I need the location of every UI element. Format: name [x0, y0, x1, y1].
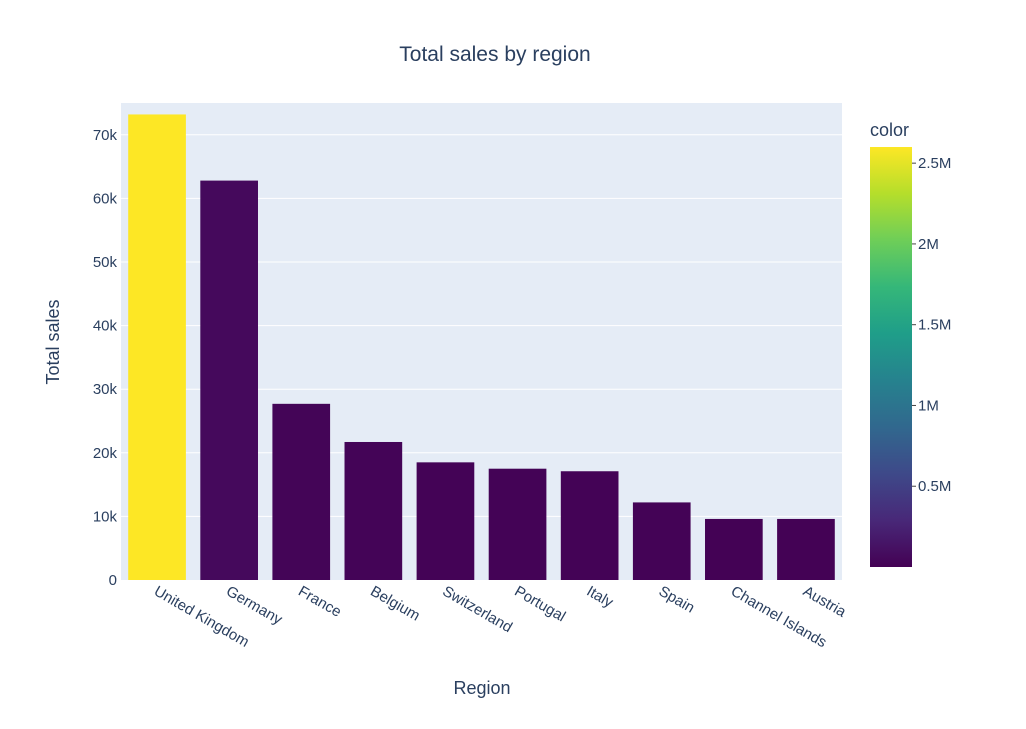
chart-title: Total sales by region — [399, 43, 590, 66]
y-tick-label: 20k — [93, 445, 118, 462]
colorbar-tick-label: 1M — [918, 397, 939, 414]
colorbar-title: color — [870, 120, 909, 140]
bar-portugal[interactable] — [488, 468, 547, 580]
y-tick-label: 60k — [93, 190, 118, 207]
x-tick-label: Portugal — [512, 583, 569, 626]
y-tick-label: 10k — [93, 508, 118, 525]
bar-italy[interactable] — [560, 471, 619, 580]
y-tick-label: 50k — [93, 254, 118, 271]
x-tick-label: Germany — [223, 583, 285, 629]
x-tick-label: France — [295, 583, 344, 621]
bar-austria[interactable] — [777, 518, 835, 580]
y-tick-label: 70k — [93, 127, 118, 144]
x-tick-label: Italy — [584, 583, 617, 612]
y-tick-label: 30k — [93, 381, 118, 398]
x-tick-label: Belgium — [367, 583, 422, 625]
bar-united-kingdom[interactable] — [128, 114, 186, 580]
x-tick-label: Spain — [656, 583, 698, 617]
bar-belgium[interactable] — [344, 441, 403, 580]
colorbar-tick-label: 1.5M — [918, 317, 951, 334]
y-tick-label: 0 — [109, 572, 117, 589]
bar-spain[interactable] — [632, 502, 691, 580]
bar-france[interactable] — [272, 403, 331, 580]
y-tick-label: 40k — [93, 318, 118, 335]
bar-germany[interactable] — [200, 180, 258, 581]
colorbar-gradient — [870, 147, 912, 567]
colorbar-tick-label: 2M — [918, 236, 939, 253]
bar-switzerland[interactable] — [416, 462, 475, 580]
bar-channel-islands[interactable] — [705, 518, 763, 580]
x-tick-label: Austria — [800, 583, 849, 621]
x-tick-label: Switzerland — [439, 583, 515, 636]
y-tick-labels: 0 10k 20k 30k 40k 50k 60k 70k — [93, 127, 118, 589]
colorbar-ticks: 0.5M 1M 1.5M 2M 2.5M — [912, 155, 951, 495]
colorbar-tick-label: 2.5M — [918, 155, 951, 172]
colorbar-tick-label: 0.5M — [918, 478, 951, 495]
y-axis-title: Total sales — [43, 299, 63, 384]
bars — [128, 114, 835, 581]
x-axis-title: Region — [453, 678, 510, 698]
colorbar: color 0.5M 1M 1.5M 2M 2.5M — [870, 120, 951, 567]
